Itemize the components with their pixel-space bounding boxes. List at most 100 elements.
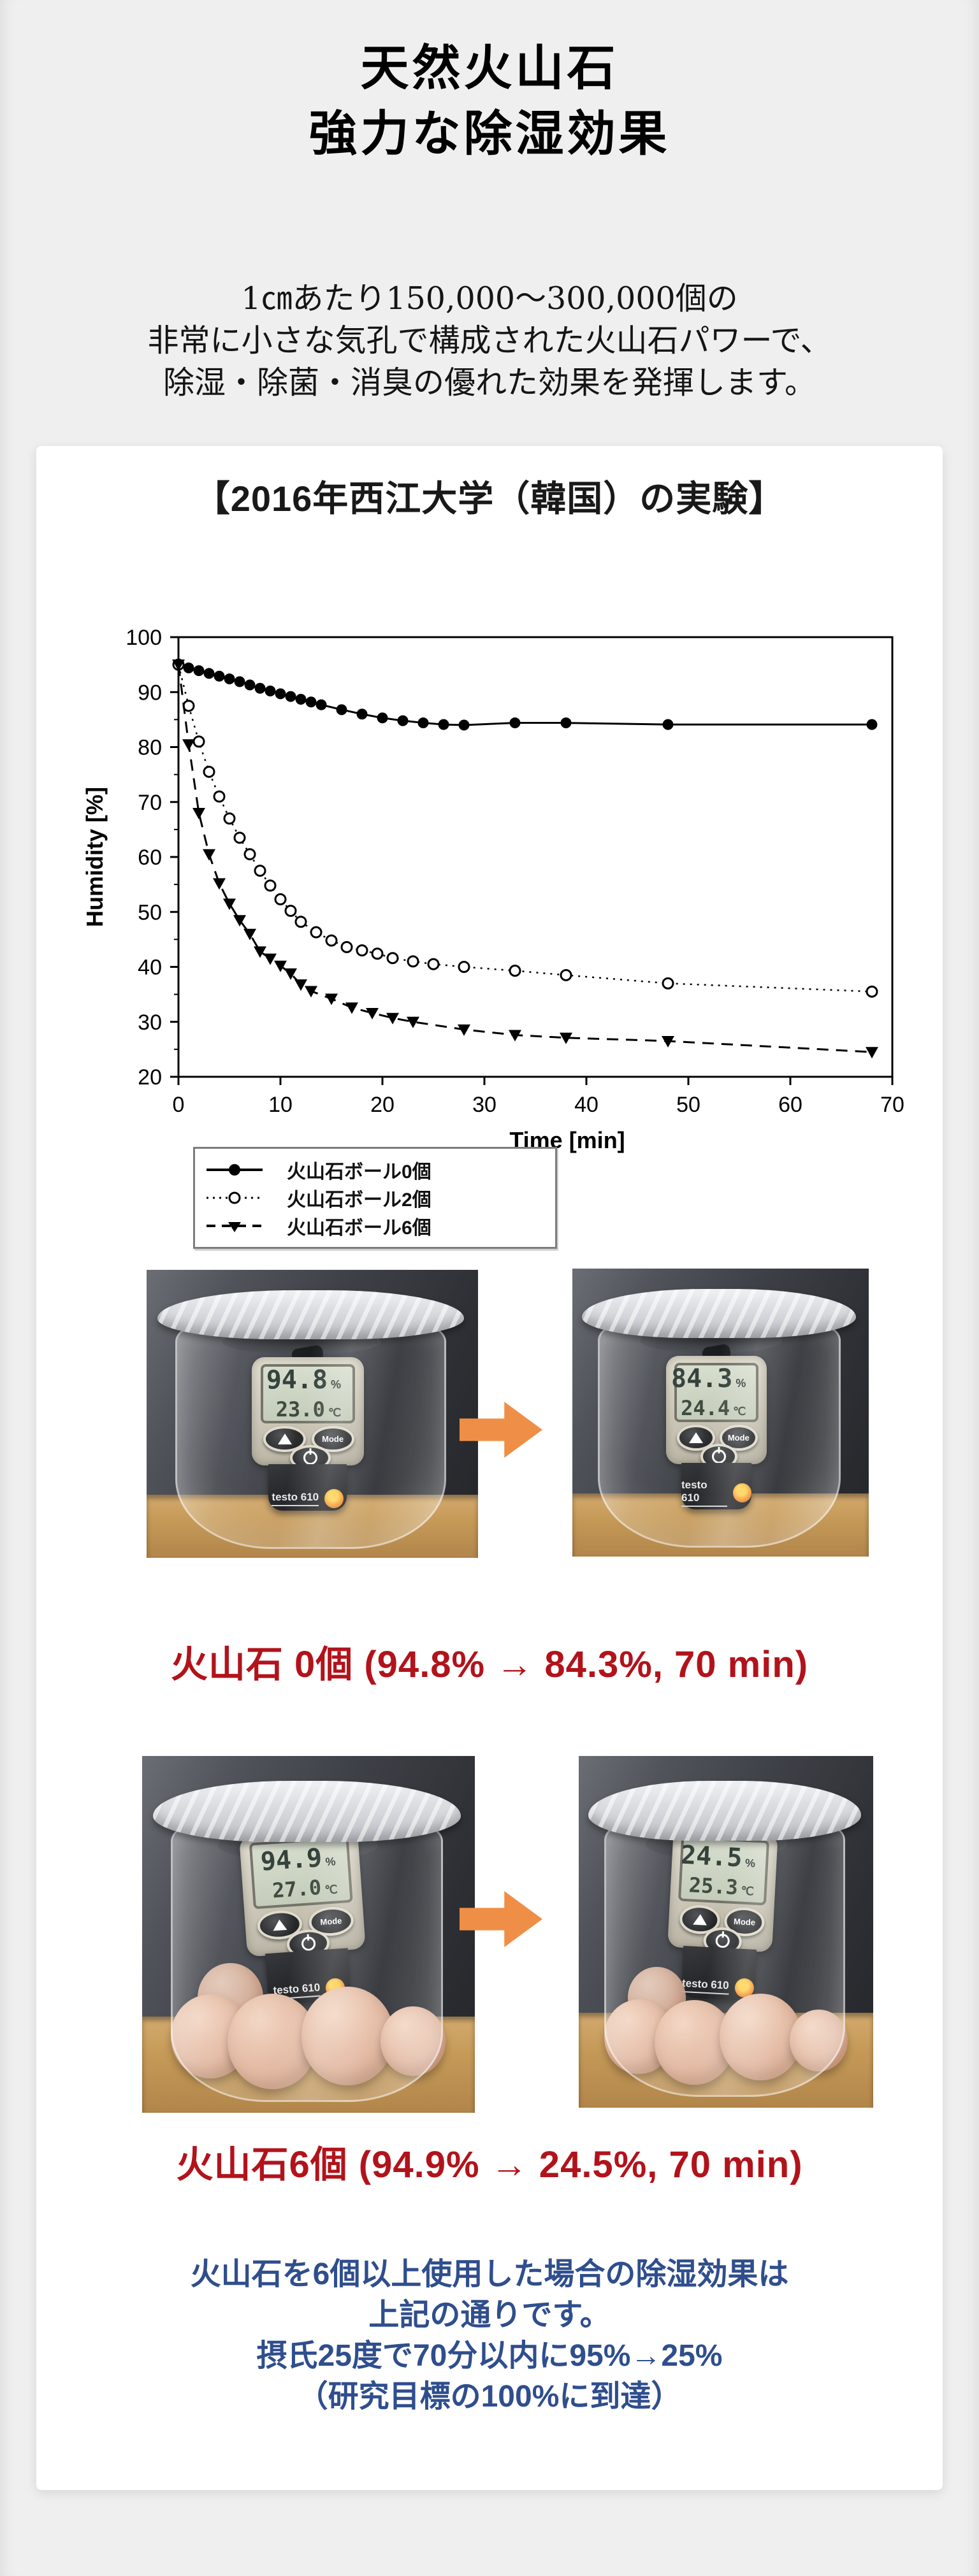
lcd-temperature-value: 23.0	[275, 1397, 325, 1422]
marker-filled-triangle	[560, 1032, 572, 1044]
lcd-humidity: 24.5 %	[680, 1841, 756, 1873]
y-tick-label: 20	[138, 1065, 162, 1090]
hygrometer: 94.8 % 23.0 ℃ Mode	[251, 1344, 364, 1511]
x-tick-label: 60	[778, 1093, 802, 1117]
y-tick-label: 80	[138, 736, 162, 760]
legend-marker-dotted-open-circle-icon	[207, 1191, 263, 1204]
marker-open-circle	[223, 812, 236, 825]
lcd-temperature: 25.3 ℃	[688, 1873, 755, 1900]
legend-row-0: 火山石ボール0個	[204, 1157, 555, 1183]
page-title: 天然火山石 強力な除湿効果	[0, 36, 979, 167]
lcd-humidity: 94.8 %	[266, 1367, 341, 1393]
marker-filled-circle	[336, 704, 347, 716]
hygrometer: 84.3 % 24.4 ℃ Mode	[666, 1343, 767, 1510]
marker-filled-circle	[193, 665, 205, 677]
conclusion-line4: （研究目標の100%に到達）	[297, 2380, 682, 2414]
x-tick-label: 30	[472, 1093, 497, 1117]
x-tick-label: 40	[574, 1093, 598, 1117]
up-arrow-icon	[272, 1918, 287, 1931]
volcanic-stone	[380, 2006, 446, 2076]
power-icon	[303, 1451, 317, 1465]
conclusion-line1: 火山石を6個以上使用した場合の除湿効果は	[190, 2257, 789, 2291]
power-icon	[300, 1936, 316, 1952]
volcanic-stones	[170, 1954, 446, 2090]
mode-label: Mode	[727, 1433, 750, 1443]
page-title-line2: 強力な除湿効果	[308, 107, 671, 161]
lcd-temperature-unit: ℃	[324, 1883, 338, 1897]
marker-open-circle	[356, 944, 368, 957]
photo-experiment-0-stones-before: 94.8 % 23.0 ℃ Mode	[147, 1270, 478, 1558]
up-arrow-icon	[692, 1913, 707, 1925]
lcd-temperature-unit: ℃	[741, 1884, 755, 1898]
marker-open-circle	[509, 965, 521, 977]
jar-lid	[157, 1290, 465, 1339]
marker-open-circle	[243, 848, 256, 861]
marker-open-circle	[310, 926, 323, 939]
marker-filled-triangle	[458, 1024, 470, 1036]
x-tick-label: 10	[268, 1093, 293, 1117]
lcd-temperature-value: 24.4	[681, 1396, 730, 1421]
hygrometer-lcd: 94.8 % 23.0 ℃	[260, 1364, 355, 1423]
legend-label-0: 火山石ボール0個	[287, 1162, 431, 1183]
marker-filled-triangle	[345, 1002, 358, 1014]
intro-paragraph: 1㎝あたり150,000～300,000個の 非常に小さな気孔で構成された火山石…	[0, 278, 979, 404]
marker-open-circle	[325, 934, 338, 947]
volcanic-stone	[301, 1987, 395, 2085]
conclusion-line3: 摂氏25度で70分以内に95%→25%	[256, 2339, 723, 2373]
marker-filled-triangle	[192, 808, 205, 819]
marker-filled-circle	[315, 699, 327, 710]
hygrometer-lcd: 94.9 % 27.0 ℃	[249, 1836, 353, 1910]
marker-filled-triangle	[264, 953, 277, 965]
mode-label: Mode	[319, 1915, 342, 1927]
x-tick-label: 50	[676, 1093, 700, 1117]
marker-open-circle	[340, 940, 353, 953]
hygrometer-handle: testo 610	[681, 1462, 752, 1510]
marker-filled-circle	[203, 668, 215, 679]
marker-filled-triangle	[233, 915, 246, 927]
conclusion-line2: 上記の通りです。	[368, 2298, 611, 2332]
marker-filled-circle	[438, 719, 449, 730]
lcd-temperature: 27.0 ℃	[271, 1875, 338, 1903]
marker-filled-circle	[866, 719, 878, 730]
marker-open-circle	[866, 985, 878, 998]
y-tick-label: 90	[138, 680, 162, 705]
page-title-line1: 天然火山石	[360, 41, 619, 96]
hygrometer-buttons: Mode	[258, 1425, 357, 1471]
lcd-humidity: 94.9 %	[259, 1843, 336, 1877]
marker-filled-triangle	[866, 1047, 878, 1059]
marker-filled-triangle	[386, 1012, 399, 1025]
lcd-humidity-value: 84.3	[671, 1364, 733, 1394]
marker-filled-triangle	[203, 849, 215, 861]
marker-open-circle	[294, 916, 307, 928]
hygrometer-buttons: Mode	[672, 1423, 760, 1470]
plot-frame	[177, 636, 894, 1078]
marker-filled-circle	[275, 688, 286, 700]
marker-filled-triangle	[366, 1007, 379, 1019]
lcd-temperature-value: 27.0	[271, 1875, 323, 1903]
lcd-humidity: 84.3 %	[671, 1366, 746, 1392]
glass-jar: 84.3 % 24.4 ℃ Mode	[581, 1288, 857, 1548]
marker-filled-circle	[214, 670, 225, 682]
legend-row-2: 火山石ボール6個	[204, 1213, 555, 1239]
glass-jar: 94.8 % 23.0 ℃ Mode	[157, 1290, 465, 1550]
power-icon	[712, 1450, 727, 1464]
conclusion-text: 火山石を6個以上使用した場合の除湿効果は 上記の通りです。 摂氏25度で70分以…	[36, 2254, 943, 2417]
humidity-chart: 20 30 40 50 60 70 80 90 100 0 10 20 30 40 50 60 70 Humidi…	[82, 626, 904, 1153]
marker-filled-triangle	[325, 993, 338, 1005]
hygrometer-lcd: 24.5 % 25.3 ℃	[678, 1836, 770, 1906]
mode-button: Mode	[311, 1426, 354, 1453]
mode-label: Mode	[734, 1916, 756, 1927]
y-tick-label: 30	[138, 1011, 162, 1035]
marker-filled-triangle	[284, 968, 297, 980]
lcd-humidity-unit: %	[331, 1378, 342, 1392]
photo-experiment-0-stones-after: 84.3 % 24.4 ℃ Mode	[572, 1269, 869, 1557]
mode-label: Mode	[322, 1434, 344, 1444]
marker-filled-circle	[295, 693, 307, 705]
intro-line3: 除湿・除菌・消臭の優れた効果を発揮します。	[163, 364, 816, 401]
hygrometer-buttons: Mode	[251, 1903, 358, 1959]
up-button	[676, 1425, 716, 1451]
comparison-caption-0: 火山石 0個 (94.8% → 84.3%, 70 min)	[170, 1644, 809, 1685]
brand-label: testo 610	[681, 1479, 727, 1507]
y-tick-label: 70	[138, 791, 162, 815]
marker-open-circle	[407, 955, 419, 968]
